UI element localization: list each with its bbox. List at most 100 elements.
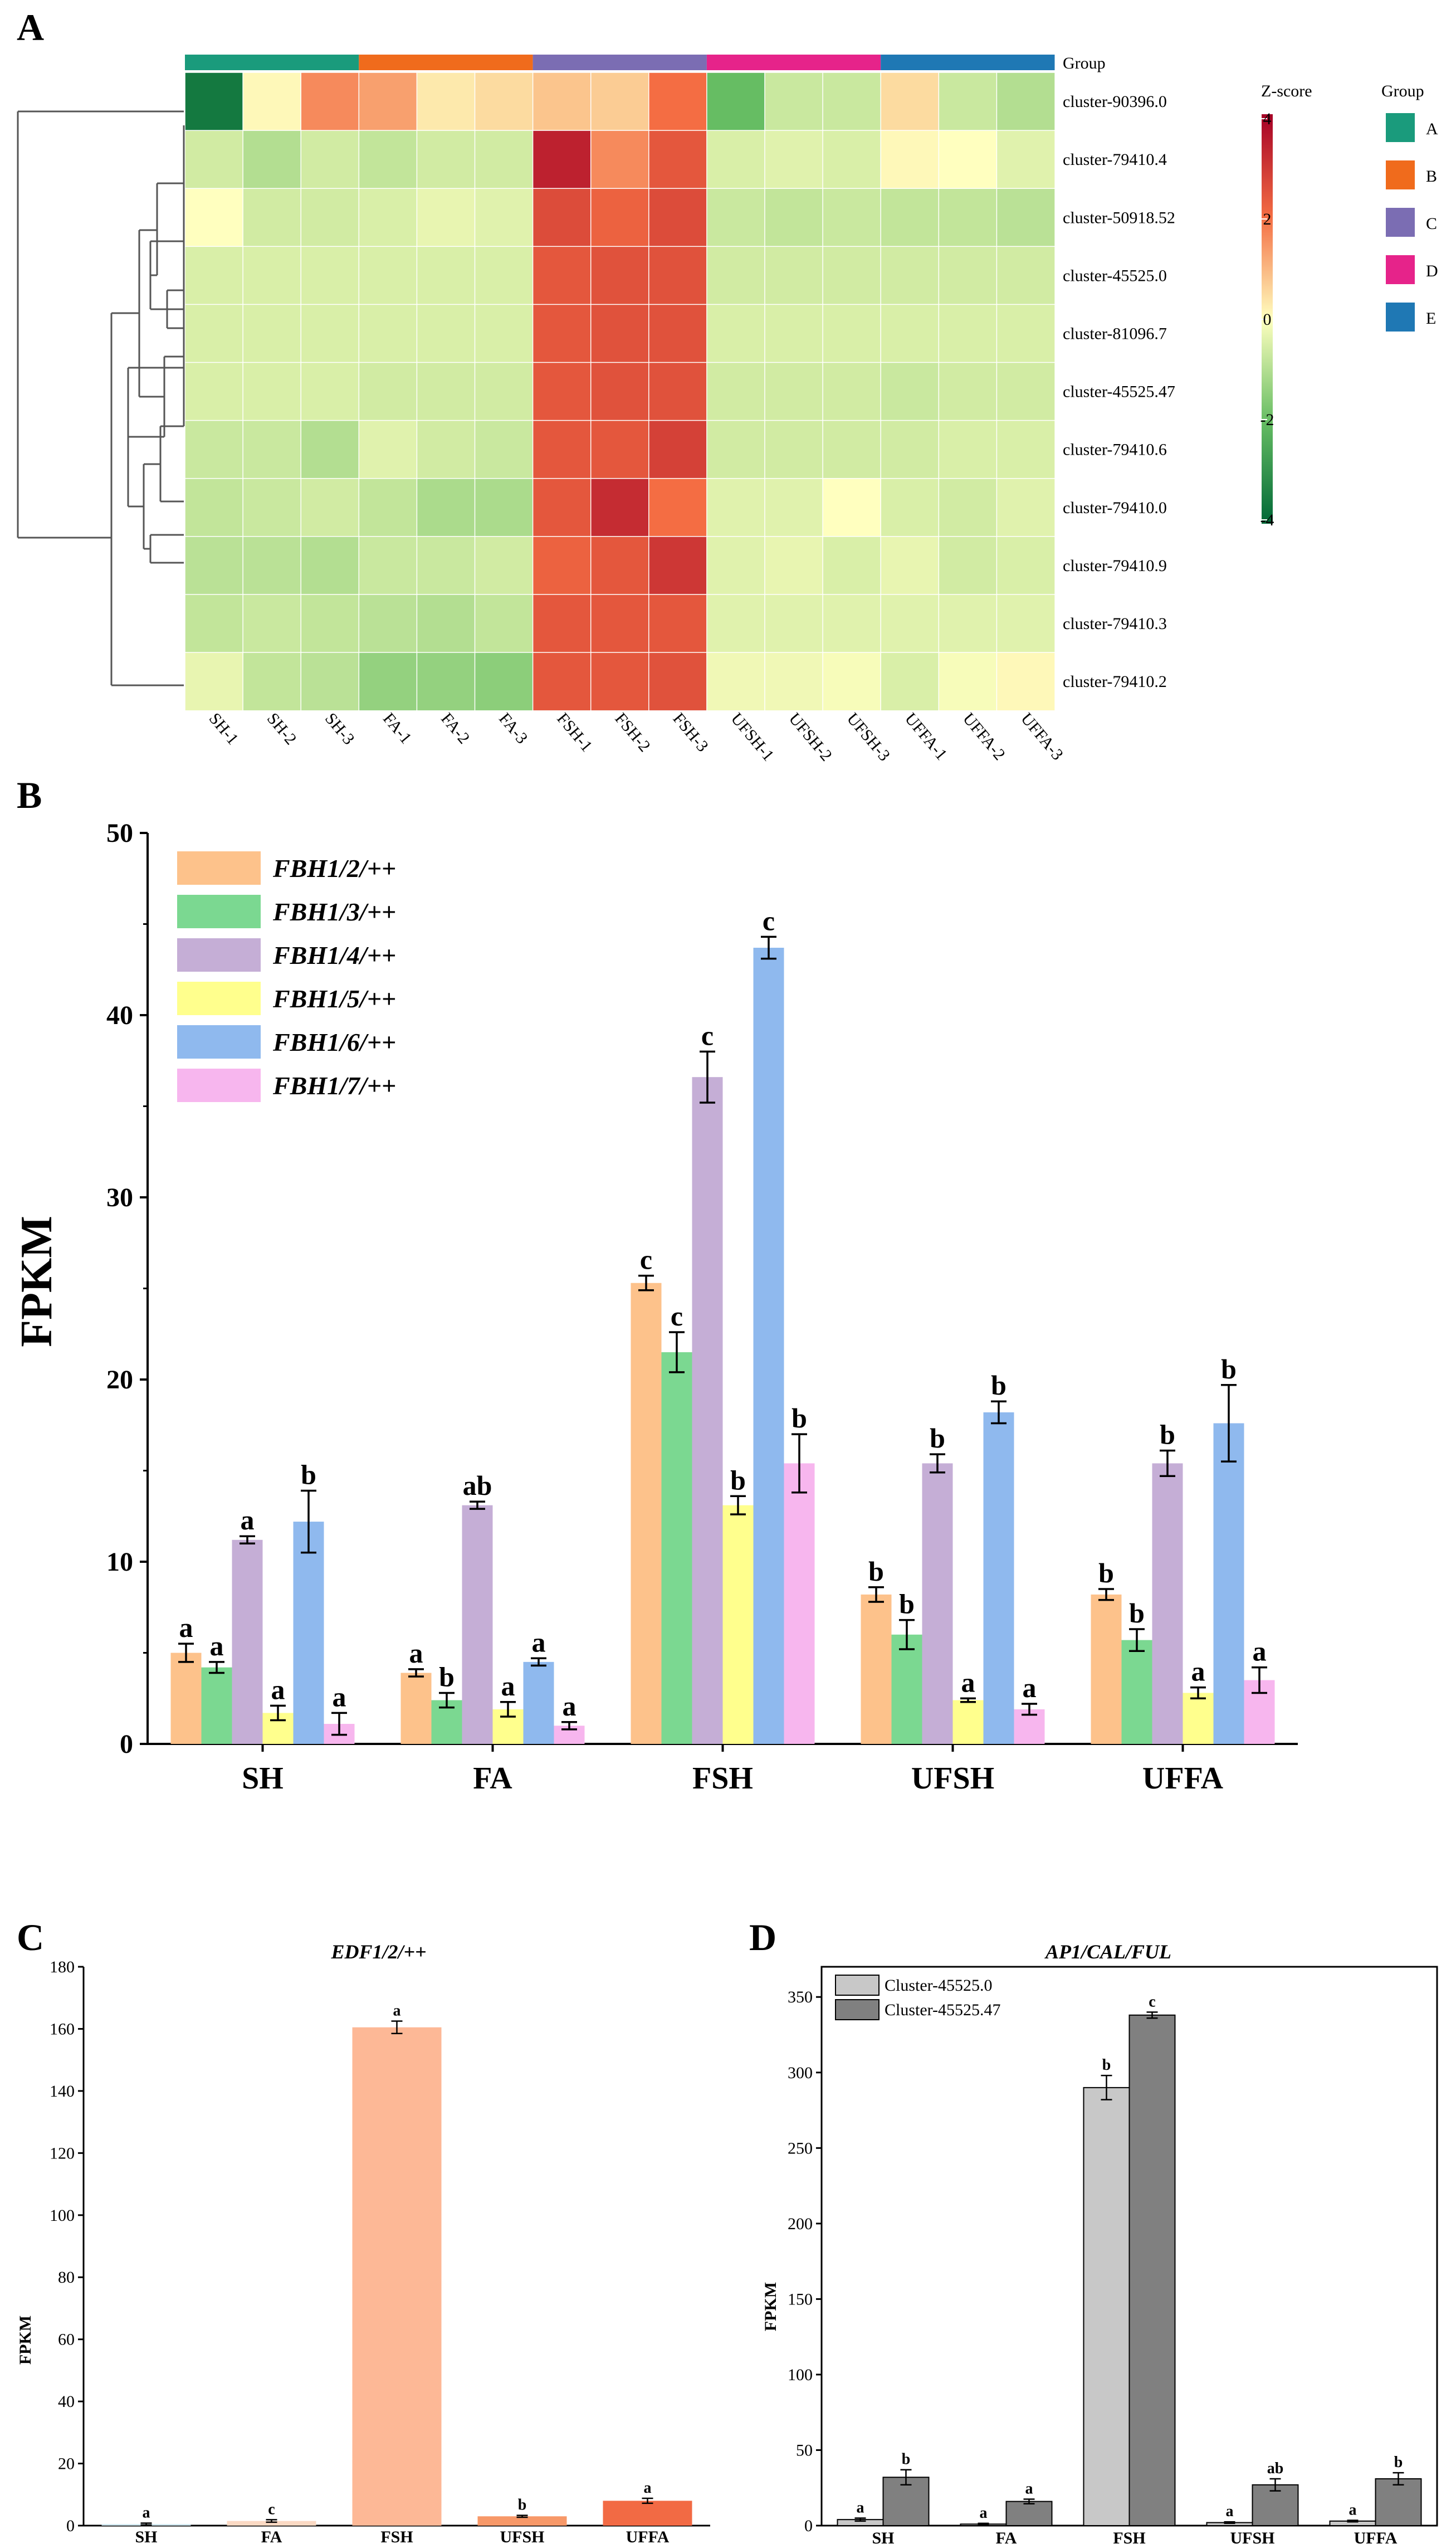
heatmap-cell <box>880 362 940 421</box>
b-bar <box>983 1412 1014 1744</box>
heatmap-cell <box>706 477 766 538</box>
heatmap-cell <box>532 477 592 538</box>
heatmap-cell <box>474 362 534 421</box>
heatmap-cell <box>300 652 360 711</box>
heatmap-cell <box>938 130 998 189</box>
heatmap-column-label: UFFA-1 <box>901 709 951 763</box>
heatmap-cell <box>474 536 534 596</box>
ap1-bar-chart: AP1/CAL/FUL FPKM 0 50 100 150 200 250 300 350 SH… <box>761 1941 1438 2544</box>
d-legend-swatch <box>835 1975 880 1996</box>
heatmap-cell <box>242 362 302 421</box>
heatmap-cell <box>764 652 824 711</box>
b-category-label: UFFA <box>1142 1761 1224 1796</box>
heatmap-cell <box>938 72 998 131</box>
c-axes: 0 20 40 60 80 100 120 140 160 180 SH FA FSH UFSH UFFA <box>50 1958 710 2544</box>
d-legend-swatch <box>835 1999 880 2020</box>
heatmap-cell <box>532 652 592 711</box>
group-legend-label: D <box>1426 262 1438 280</box>
b-y-tick-label: 0 <box>120 1729 133 1759</box>
d-significance-label: b <box>1102 2056 1111 2074</box>
b-bar <box>952 1700 984 1744</box>
b-significance-label: a <box>409 1637 423 1669</box>
heatmap-cell <box>938 188 998 247</box>
group-legend-swatch-D <box>1386 255 1415 284</box>
b-significance-label: b <box>1129 1597 1145 1629</box>
heatmap-cell <box>822 362 882 421</box>
c-y-tick-label: 100 <box>50 2206 75 2225</box>
heatmap-cell <box>822 72 882 131</box>
heatmap-cell <box>590 420 650 480</box>
b-significance-label: b <box>930 1422 945 1454</box>
colorbar-tick-label: 4 <box>1263 110 1272 128</box>
b-significance-label: b <box>1221 1353 1237 1385</box>
heatmap-cell <box>474 130 534 189</box>
c-y-tick-label: 20 <box>58 2455 75 2473</box>
heatmap-cell <box>358 188 418 247</box>
heatmap-cell <box>474 477 534 538</box>
heatmap-cell <box>358 246 418 305</box>
heatmap-cell <box>474 72 534 131</box>
heatmap-cell <box>184 536 244 596</box>
heatmap-cell <box>938 362 998 421</box>
heatmap-cell <box>358 130 418 189</box>
d-y-tick-label: 50 <box>796 2441 813 2459</box>
heatmap-cell <box>590 130 650 189</box>
heatmap-cell <box>300 594 360 654</box>
c-significance-label: c <box>268 2501 275 2518</box>
heatmap-cell <box>764 188 824 247</box>
heatmap-cell <box>648 188 708 247</box>
b-y-tick-label: 40 <box>106 1001 133 1030</box>
d-category-label: FSH <box>1113 2529 1145 2544</box>
heatmap-cell <box>184 246 244 305</box>
group-legend-label: A <box>1426 120 1438 138</box>
heatmap-cell <box>590 536 650 596</box>
heatmap-cell <box>358 652 418 711</box>
heatmap-cell <box>938 246 998 305</box>
d-category-label: UFSH <box>1230 2529 1274 2544</box>
heatmap-row-label: cluster-79410.2 <box>1063 672 1167 691</box>
heatmap-cell <box>822 536 882 596</box>
b-significance-label: a <box>563 1690 576 1722</box>
heatmap-cell <box>706 72 766 131</box>
heatmap-cell <box>184 130 244 189</box>
heatmap-cell <box>996 188 1056 247</box>
heatmap-cell <box>880 594 940 654</box>
heatmap-cell <box>532 420 592 480</box>
heatmap-cell <box>300 188 360 247</box>
heatmap-cell <box>532 130 592 189</box>
b-bar <box>201 1667 232 1744</box>
b-significance-label: a <box>1023 1672 1037 1703</box>
b-significance-label: b <box>439 1661 455 1692</box>
heatmap-cell <box>416 362 476 421</box>
c-significance-label: a <box>393 2002 401 2020</box>
heatmap-cell <box>416 304 476 363</box>
heatmap-column-label: SH-2 <box>263 709 300 748</box>
b-significance-label: b <box>791 1402 807 1434</box>
colorbar-tick-label: 2 <box>1263 210 1272 228</box>
heatmap-cell <box>242 420 302 480</box>
panel-label-c: C <box>17 1916 44 1958</box>
heatmap-cell <box>416 130 476 189</box>
heatmap-row-label: cluster-50918.52 <box>1063 208 1175 227</box>
heatmap-cell <box>648 536 708 596</box>
heatmap-cell <box>938 477 998 538</box>
heatmap-cell <box>416 188 476 247</box>
d-y-tick-label: 0 <box>804 2517 813 2535</box>
b-bar <box>661 1352 692 1744</box>
b-legend-swatch <box>177 982 261 1015</box>
heatmap-cell <box>358 477 418 538</box>
heatmap-cell <box>416 652 476 711</box>
b-bar <box>722 1505 754 1744</box>
b-significance-label: b <box>899 1588 915 1620</box>
c-bar <box>603 2501 692 2526</box>
b-y-tick-label: 30 <box>106 1183 133 1212</box>
heatmap-cell <box>764 362 824 421</box>
group-bar-segment-E <box>881 55 1055 70</box>
colorbar-tick-label: -2 <box>1260 411 1274 429</box>
heatmap-cell <box>822 304 882 363</box>
group-bar-segment-B <box>359 55 533 70</box>
heatmap-cell <box>590 72 650 131</box>
d-chart-title: AP1/CAL/FUL <box>1044 1941 1171 1963</box>
b-significance-label: c <box>763 905 775 936</box>
heatmap-cell <box>706 536 766 596</box>
